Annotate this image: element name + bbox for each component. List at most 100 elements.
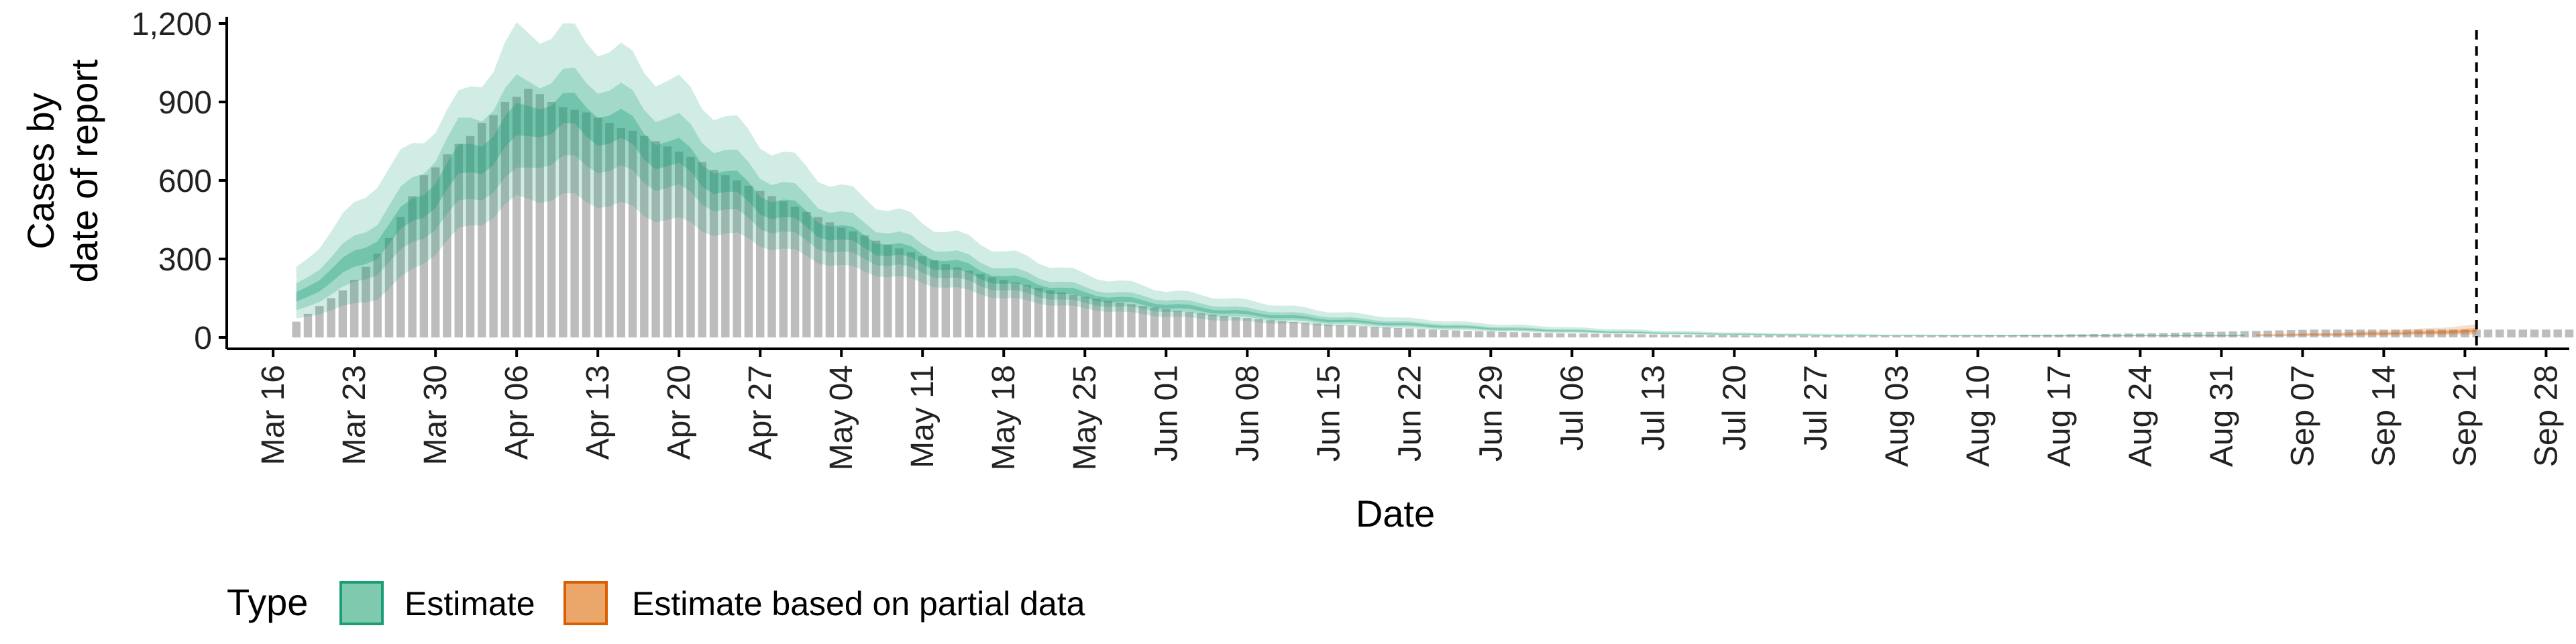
observed-bar <box>895 248 904 337</box>
observed-bar <box>1022 285 1032 337</box>
observed-bar <box>663 146 672 338</box>
observed-bar <box>1544 333 1553 337</box>
observed-bar <box>547 102 556 337</box>
observed-bar <box>1579 333 1588 337</box>
y-axis-title-line-2: date of report <box>63 59 105 283</box>
observed-bar <box>651 141 660 337</box>
y-axis-ticks: 0 300 600 900 1,200 <box>131 7 227 356</box>
x-tick-label: Apr 13 <box>580 365 616 460</box>
observed-bar <box>431 167 440 337</box>
observed-bars <box>292 89 2574 338</box>
observed-bar <box>512 97 521 337</box>
observed-bar <box>1799 335 1809 337</box>
observed-bar <box>2321 329 2330 337</box>
observed-bar <box>1591 333 1600 337</box>
observed-bar <box>1521 332 1530 337</box>
observed-bar <box>373 254 382 337</box>
observed-bar <box>1845 335 1855 337</box>
observed-bar <box>1138 306 1147 337</box>
observed-bar <box>767 196 776 337</box>
observed-bar <box>535 94 544 338</box>
observed-bar <box>2159 333 2168 337</box>
observed-bar <box>802 211 811 337</box>
observed-bar <box>1939 335 1947 337</box>
observed-bar <box>2275 330 2284 337</box>
observed-bar <box>570 109 579 337</box>
observed-bar <box>953 267 962 337</box>
observed-bar <box>1753 335 1762 337</box>
y-tick-label: 600 <box>158 164 212 199</box>
y-tick-label: 0 <box>194 321 212 356</box>
observed-bar <box>1718 335 1727 337</box>
observed-bar <box>1393 327 1403 337</box>
observed-bar <box>2263 330 2272 337</box>
observed-bar <box>2565 329 2574 337</box>
x-tick-label: May 04 <box>824 365 859 470</box>
observed-bar <box>478 123 486 337</box>
observed-bar <box>1127 304 1136 337</box>
observed-bar <box>2356 329 2365 337</box>
observed-bar <box>2379 329 2388 337</box>
observed-bar <box>2182 332 2191 337</box>
observed-bar <box>1869 335 1878 337</box>
x-tick-label: Aug 10 <box>1960 365 1996 467</box>
observed-bar <box>1707 335 1715 337</box>
observed-bar <box>1568 333 1576 337</box>
observed-bar <box>2020 335 2029 337</box>
observed-bar <box>2542 329 2551 337</box>
observed-bar <box>1104 301 1113 337</box>
observed-bar <box>2298 329 2307 337</box>
observed-bar <box>2402 329 2412 337</box>
observed-bar <box>686 156 695 337</box>
x-tick-label: Sep 28 <box>2528 365 2564 467</box>
x-tick-label: Sep 14 <box>2366 365 2402 467</box>
observed-bar <box>2217 331 2226 337</box>
observed-bar <box>1081 297 1089 337</box>
observed-bar <box>1730 335 1739 337</box>
observed-bar <box>721 175 730 337</box>
observed-bar <box>466 136 475 337</box>
legend-swatch-estimate <box>339 581 384 625</box>
observed-bar <box>1231 317 1240 337</box>
observed-bar <box>628 130 637 337</box>
observed-bar <box>1371 327 1379 337</box>
observed-bar <box>2333 329 2342 337</box>
observed-bar <box>292 321 301 337</box>
observed-bar <box>2553 329 2562 337</box>
observed-bar <box>1811 335 1820 337</box>
legend-title: Type <box>227 581 308 623</box>
observed-bar <box>2496 329 2504 337</box>
observed-bar <box>871 240 881 337</box>
x-tick-label: Jun 01 <box>1148 365 1184 462</box>
x-tick-label: Sep 07 <box>2285 365 2320 467</box>
observed-bar <box>1440 330 1449 337</box>
observed-bar <box>1417 329 1426 337</box>
observed-bar <box>2240 331 2249 337</box>
observed-bar <box>1324 324 1333 337</box>
x-tick-label: Jun 22 <box>1392 365 1428 462</box>
observed-bar <box>2066 334 2075 337</box>
observed-bar <box>1301 323 1309 337</box>
x-tick-label: Aug 24 <box>2123 365 2158 467</box>
x-tick-label: Jun 29 <box>1473 365 1509 462</box>
observed-bar <box>965 270 973 337</box>
y-tick-label: 300 <box>158 242 212 278</box>
observed-bar <box>2391 329 2400 337</box>
observed-bar <box>1498 331 1507 337</box>
observed-bar <box>2530 329 2539 337</box>
observed-bar <box>906 252 916 337</box>
observed-bar <box>1996 335 2006 337</box>
observed-bar <box>524 89 533 337</box>
observed-bar <box>616 128 625 337</box>
observed-bar <box>1614 333 1623 337</box>
observed-bar <box>1289 321 1298 337</box>
observed-bar <box>605 123 614 337</box>
observed-bar <box>1196 313 1205 337</box>
observed-bar <box>2205 331 2214 337</box>
observed-bar <box>443 154 451 337</box>
observed-bar <box>2136 333 2145 337</box>
legend: Type Estimate Estimate based on partial … <box>227 581 1085 625</box>
observed-bar <box>2031 335 2041 337</box>
observed-bar <box>2367 329 2377 337</box>
x-tick-label: Aug 17 <box>2041 365 2077 467</box>
